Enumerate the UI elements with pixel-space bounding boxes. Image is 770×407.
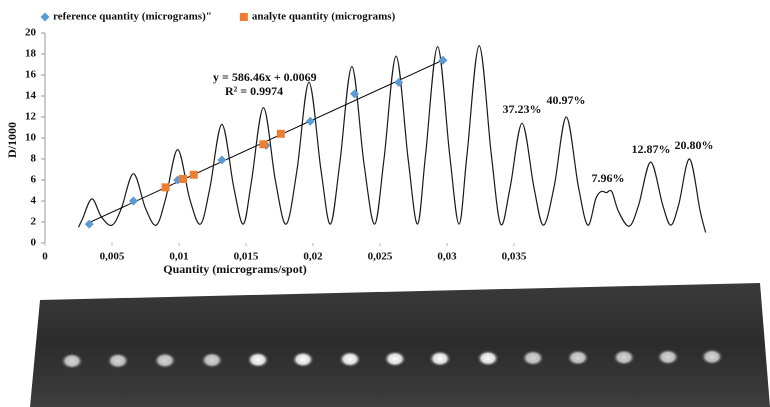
y-tick-label: 12 (25, 111, 37, 123)
y-tick-label: 2 (31, 216, 37, 228)
y-tick-label: 16 (25, 69, 37, 81)
y-tick-label: 8 (31, 153, 37, 165)
square-marker (189, 170, 198, 179)
y-tick-label: 0 (31, 237, 37, 249)
x-axis-label: Quantity (micrograms/spot) (163, 262, 306, 276)
square-marker (161, 183, 170, 192)
trendline-equation: y = 586.46x + 0.0069 (213, 70, 317, 84)
legend-label: analyte quantity (micrograms) (252, 11, 396, 23)
plate-spot (701, 348, 723, 365)
x-tick-label: 0,015 (234, 251, 259, 263)
peak-annotation: 37.23% (503, 102, 542, 116)
plate-spot (339, 351, 361, 368)
plate-spot (107, 352, 129, 369)
x-tick-label: 0,03 (437, 251, 457, 263)
plate-spot (247, 351, 269, 368)
x-tick-label: 0,005 (100, 251, 125, 263)
y-tick-label: 6 (31, 174, 37, 186)
plate-image (30, 283, 770, 407)
x-tick-label: 0,035 (502, 251, 527, 263)
legend-label: reference quantity (micrograms)" (53, 11, 212, 23)
y-tick-label: 20 (25, 27, 37, 39)
y-tick-label: 18 (25, 48, 37, 60)
square-marker (259, 140, 268, 149)
plate-spot (154, 352, 176, 369)
peak-annotation: 40.97% (547, 93, 586, 107)
y-tick-label: 14 (25, 90, 37, 102)
plate-spot (567, 349, 589, 366)
diamond-marker (350, 89, 360, 99)
trendline-r-squared: R² = 0.9974 (225, 84, 283, 98)
diamond-marker (84, 219, 94, 229)
square-marker (276, 129, 285, 138)
densitogram-trace (77, 44, 707, 233)
peak-annotation: 20.80% (675, 138, 714, 152)
plate-spot (292, 351, 314, 368)
x-tick-label: 0,01 (169, 251, 188, 263)
plate-spot (61, 353, 83, 369)
plate-spot (613, 349, 635, 366)
y-tick-label: 4 (31, 195, 37, 207)
diamond-marker (394, 77, 404, 87)
square-marker (239, 13, 248, 21)
x-tick-label: 0,02 (303, 251, 323, 263)
y-axis-label: D/1000 (5, 122, 19, 158)
diamond-marker (217, 155, 227, 165)
plate-spot (477, 350, 499, 367)
diamond-marker (438, 55, 448, 65)
x-tick-label: 0 (42, 251, 48, 263)
x-tick-label: 0,025 (368, 251, 393, 263)
peak-annotation: 7.96% (592, 171, 625, 185)
square-marker (179, 174, 188, 183)
plate-spot (384, 350, 406, 367)
plate-spot (429, 350, 451, 367)
peak-annotation: 12.87% (632, 142, 671, 156)
plate-spot (201, 352, 223, 369)
diamond-marker (128, 196, 138, 206)
plate-spot (522, 350, 544, 366)
plate-spot (657, 349, 679, 366)
tlc-plate (30, 283, 770, 407)
diamond-marker (305, 116, 315, 126)
diamond-marker (40, 12, 50, 22)
y-tick-label: 10 (25, 132, 37, 144)
